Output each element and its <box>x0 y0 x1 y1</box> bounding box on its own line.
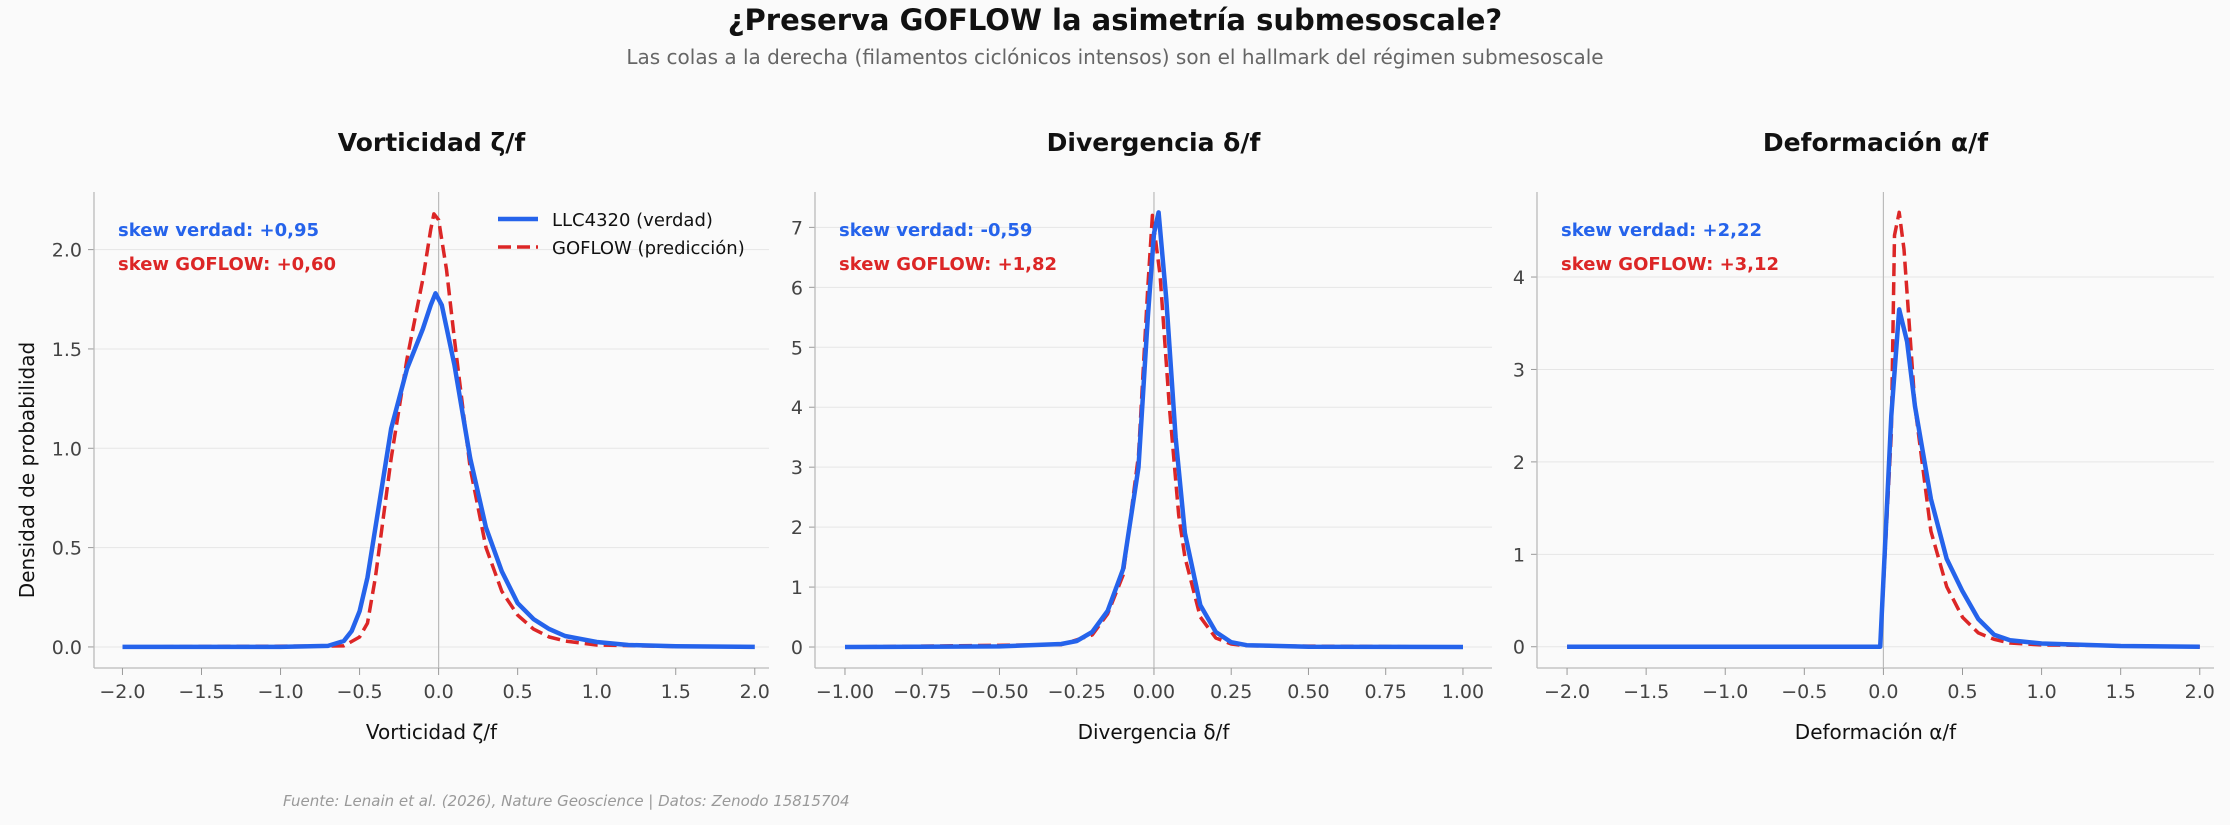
x-tick-label: −1.5 <box>178 681 224 703</box>
footer-source: Fuente: Lenain et al. (2026), Nature Geo… <box>283 792 850 810</box>
panel-title: Divergencia δ/f <box>1047 128 1262 157</box>
legend-label-pred: GOFLOW (predicción) <box>552 238 745 259</box>
x-tick-label: 0.0 <box>424 681 454 703</box>
series-goflow-line <box>1567 210 2200 649</box>
x-tick-label: −0.5 <box>1781 681 1827 703</box>
y-tick-label: 1 <box>791 577 803 599</box>
skew-truth-annotation: skew verdad: -0,59 <box>839 220 1032 241</box>
x-tick-label: 1.5 <box>661 681 691 703</box>
skew-goflow-annotation: skew GOFLOW: +0,60 <box>118 254 336 275</box>
y-tick-label: 0 <box>791 637 803 659</box>
x-tick-label: −0.5 <box>337 681 383 703</box>
x-tick-label: −1.0 <box>1702 681 1748 703</box>
panel-1: 0.0 0.5 1.0 1.5 2.0 −2.0 −1.5 −1.0 −0.5 0.0 0.5 1.0… <box>52 128 770 744</box>
series-goflow-line <box>122 212 755 649</box>
panel-2: 0 1 2 3 4 5 6 7 −1.00 −0.75 −0.50 −0.25 0.00 0.25 0.50… <box>791 128 1492 744</box>
x-tick-label: −2.0 <box>1544 681 1590 703</box>
y-tick-label: 0.0 <box>52 637 82 659</box>
x-tick-label: −0.50 <box>970 681 1028 703</box>
series-llc4320-line <box>844 210 1464 650</box>
x-tick-label: 2.0 <box>740 681 770 703</box>
series-llc4320-line <box>122 291 755 650</box>
x-tick-label: 0.50 <box>1287 681 1329 703</box>
y-tick-label: 1.5 <box>52 339 82 361</box>
x-axis-label: Divergencia δ/f <box>1078 720 1231 744</box>
x-tick-label: −1.00 <box>816 681 874 703</box>
skew-goflow-annotation: skew GOFLOW: +3,12 <box>1561 254 1779 275</box>
y-tick-label: 5 <box>791 337 803 359</box>
x-tick-label: 0.25 <box>1210 681 1252 703</box>
x-tick-label: 2.0 <box>2185 681 2215 703</box>
panel-title: Vorticidad ζ/f <box>338 128 527 157</box>
y-tick-label: 6 <box>791 277 803 299</box>
x-tick-label: 1.0 <box>582 681 612 703</box>
x-tick-label: −1.5 <box>1623 681 1669 703</box>
x-tick-label: 1.0 <box>2026 681 2056 703</box>
x-tick-label: −1.0 <box>257 681 303 703</box>
y-tick-label: 2.0 <box>52 240 82 262</box>
y-axis-label: Densidad de probabilidad <box>15 342 39 598</box>
y-tick-label: 7 <box>791 217 803 239</box>
skew-truth-annotation: skew verdad: +0,95 <box>118 220 319 241</box>
x-tick-label: 1.00 <box>1442 681 1484 703</box>
x-tick-label: −2.0 <box>99 681 145 703</box>
skew-goflow-annotation: skew GOFLOW: +1,82 <box>839 254 1057 275</box>
x-tick-label: −0.25 <box>1048 681 1106 703</box>
x-tick-label: 0.5 <box>1947 681 1977 703</box>
y-tick-label: 4 <box>791 397 803 419</box>
panel-title: Deformación α/f <box>1763 128 1989 157</box>
y-tick-label: 1.0 <box>52 438 82 460</box>
legend: LLC4320 (verdad) GOFLOW (predicción) <box>498 210 745 259</box>
panel-3: 0 1 2 3 4 −2.0 −1.5 −1.0 −0.5 0.0 0.5 1.0 1.5 2.0 Defo… <box>1513 128 2215 744</box>
y-tick-label: 3 <box>1513 359 1525 381</box>
x-axis-label: Vorticidad ζ/f <box>366 720 498 744</box>
x-axis-label: Deformación α/f <box>1795 720 1957 744</box>
figure-subtitle: Las colas a la derecha (filamentos cicló… <box>626 45 1603 69</box>
y-tick-label: 0 <box>1513 637 1525 659</box>
skew-truth-annotation: skew verdad: +2,22 <box>1561 220 1762 241</box>
y-tick-label: 1 <box>1513 544 1525 566</box>
y-tick-label: 2 <box>791 517 803 539</box>
x-tick-label: 0.00 <box>1133 681 1175 703</box>
x-tick-label: 0.5 <box>503 681 533 703</box>
figure-title: ¿Preserva GOFLOW la asimetría submesosca… <box>728 3 1503 37</box>
y-tick-label: 0.5 <box>52 538 82 560</box>
y-tick-label: 2 <box>1513 452 1525 474</box>
x-tick-label: 0.0 <box>1868 681 1898 703</box>
y-tick-label: 3 <box>791 457 803 479</box>
x-tick-label: −0.75 <box>893 681 951 703</box>
series-llc4320-line <box>1567 307 2200 649</box>
x-tick-label: 0.75 <box>1365 681 1407 703</box>
legend-label-truth: LLC4320 (verdad) <box>552 210 713 231</box>
y-tick-label: 4 <box>1513 267 1525 289</box>
x-tick-label: 1.5 <box>2106 681 2136 703</box>
